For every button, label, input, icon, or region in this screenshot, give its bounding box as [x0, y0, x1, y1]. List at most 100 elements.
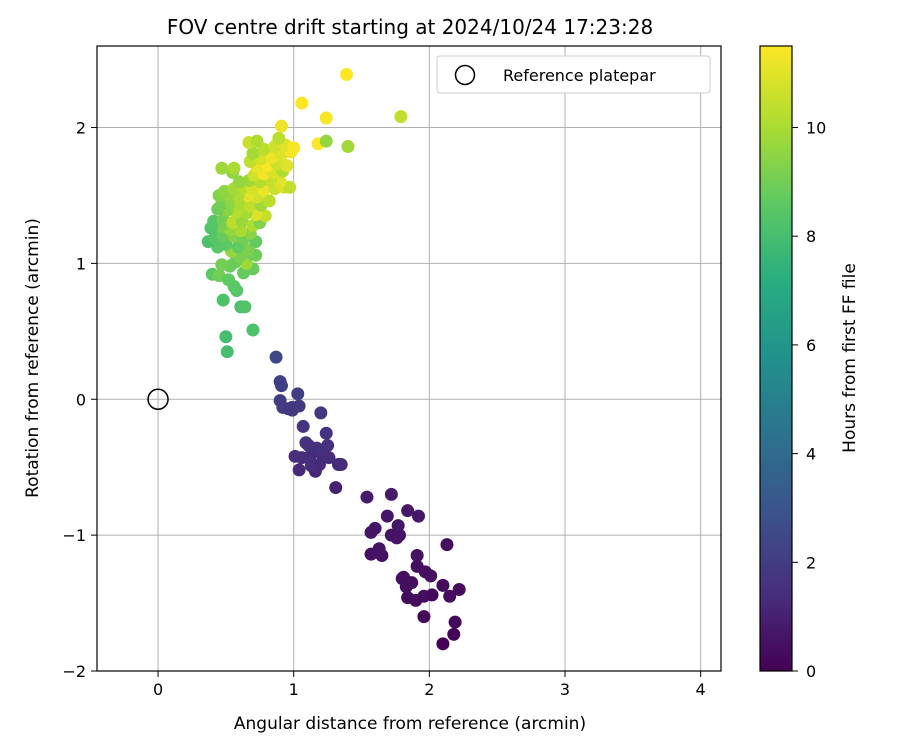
y-tick-label: 1 — [76, 254, 86, 273]
data-point — [288, 449, 302, 463]
data-point — [272, 131, 286, 145]
data-point — [425, 588, 439, 602]
data-point — [410, 559, 424, 573]
y-axis-label: Rotation from reference (arcmin) — [23, 218, 43, 498]
data-point — [234, 224, 248, 238]
colorbar-ticks: 0 2 4 6 8 10 — [792, 119, 826, 681]
data-point — [227, 161, 241, 175]
data-point — [401, 504, 415, 518]
colorbar-label: Hours from first FF file — [840, 263, 860, 453]
y-tick-label: −1 — [62, 526, 86, 545]
data-point — [302, 438, 316, 452]
colorbar-tick-label: 8 — [806, 227, 816, 246]
data-point — [220, 345, 234, 359]
data-point — [364, 525, 378, 539]
data-point — [222, 273, 236, 287]
data-point — [410, 549, 424, 563]
data-point — [215, 258, 229, 272]
data-point — [273, 175, 287, 189]
legend-entry-reference: Reference platepar — [503, 66, 656, 85]
data-point — [285, 403, 299, 417]
colorbar-tick-label: 6 — [806, 336, 816, 355]
data-point — [364, 547, 378, 561]
legend: Reference platepar — [436, 55, 711, 94]
legend-box — [436, 55, 711, 94]
data-point — [207, 214, 221, 228]
y-axis-ticks: −2 −1 0 1 2 — [62, 119, 97, 681]
data-point — [384, 528, 398, 542]
data-point — [397, 570, 411, 584]
data-point — [295, 96, 309, 110]
x-tick-label: 1 — [289, 680, 299, 699]
x-axis-label: Angular distance from reference (arcmin) — [234, 714, 586, 734]
data-point — [440, 538, 454, 552]
data-point — [334, 457, 348, 471]
colorbar-gradient — [759, 45, 793, 672]
data-point — [250, 134, 264, 148]
data-point — [215, 161, 229, 175]
data-points — [201, 68, 466, 651]
data-point — [273, 394, 287, 408]
data-point — [269, 350, 283, 364]
data-point — [319, 426, 333, 440]
data-point — [304, 459, 318, 473]
data-point — [246, 146, 260, 160]
data-point — [258, 209, 272, 223]
data-point — [329, 481, 343, 495]
x-tick-label: 0 — [153, 680, 163, 699]
data-point — [274, 119, 288, 133]
data-point — [283, 180, 297, 194]
data-point — [436, 578, 450, 592]
data-point — [360, 490, 374, 504]
data-point — [291, 387, 305, 401]
data-point — [319, 134, 333, 148]
y-tick-label: 2 — [76, 119, 86, 138]
colorbar: 0 2 4 6 8 10 Hours from first FF file — [759, 45, 860, 681]
data-point — [394, 110, 408, 124]
data-point — [219, 330, 233, 344]
data-point — [341, 140, 355, 154]
y-tick-label: 0 — [76, 390, 86, 409]
data-point — [319, 111, 333, 125]
data-point — [448, 615, 462, 629]
data-point — [280, 159, 294, 173]
data-point — [452, 582, 466, 596]
data-point — [216, 293, 230, 307]
data-point — [340, 68, 354, 82]
data-point — [262, 194, 276, 208]
plot-frame — [96, 45, 722, 672]
x-tick-label: 4 — [696, 680, 706, 699]
data-point — [411, 509, 425, 523]
data-point — [380, 509, 394, 523]
chart-title: FOV centre drift starting at 2024/10/24 … — [167, 15, 653, 39]
data-point — [443, 589, 457, 603]
x-tick-label: 2 — [424, 680, 434, 699]
data-point — [321, 438, 335, 452]
data-point — [287, 141, 301, 155]
data-point — [274, 379, 288, 393]
colorbar-tick-label: 2 — [806, 553, 816, 572]
data-point — [391, 519, 405, 533]
data-point — [232, 175, 246, 189]
data-point — [292, 463, 306, 477]
x-axis-ticks: 0 1 2 3 4 — [153, 671, 706, 699]
legend-marker-icon — [454, 64, 476, 86]
data-point — [417, 610, 431, 624]
data-point — [238, 300, 252, 314]
colorbar-tick-label: 10 — [806, 119, 826, 138]
data-point — [243, 199, 257, 213]
y-tick-label: −2 — [62, 662, 86, 681]
data-point — [296, 419, 310, 433]
data-point — [314, 406, 328, 420]
data-point — [384, 487, 398, 501]
data-point — [226, 216, 240, 230]
reference-platepar-marker — [147, 388, 169, 411]
data-point — [246, 323, 260, 337]
data-point — [409, 593, 423, 607]
colorbar-tick-label: 4 — [806, 445, 816, 464]
colorbar-tick-label: 0 — [806, 662, 816, 681]
data-point — [436, 637, 450, 651]
reference-platepar-point — [147, 388, 169, 411]
data-point — [447, 627, 461, 641]
